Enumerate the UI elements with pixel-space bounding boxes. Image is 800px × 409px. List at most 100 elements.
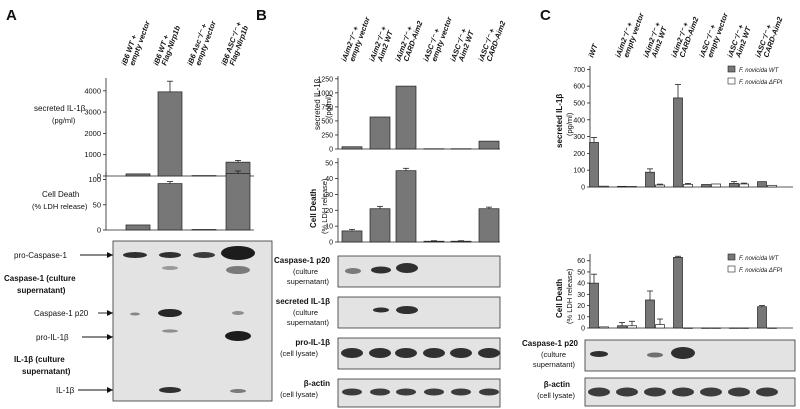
- blot-band: [193, 252, 215, 258]
- chart-b1-unit: (pg/ml): [324, 94, 333, 118]
- bar: [589, 142, 599, 188]
- chart-a1-label: secreted IL-1β: [34, 104, 86, 113]
- blot-band: [373, 307, 389, 313]
- blot-strip-c: [584, 377, 796, 407]
- blot-band: [342, 388, 362, 396]
- blot-band: [588, 387, 610, 397]
- blot-label: (culture: [293, 308, 318, 317]
- y-tick-label: 0: [97, 226, 101, 235]
- chart-b2-unit: (% LDH release): [320, 178, 329, 234]
- chart-b1-label: secreted IL-1β: [313, 78, 322, 130]
- legend: F. novicida WT F. novicida ΔFPI: [727, 253, 783, 274]
- legend-swatch: [727, 65, 736, 73]
- y-tick-label: 200: [573, 151, 585, 158]
- y-tick-label: 700: [573, 67, 585, 74]
- arrowhead: [107, 387, 113, 393]
- blot-label: (culture: [541, 350, 566, 359]
- y-tick-label: 100: [88, 175, 101, 184]
- blot-band: [159, 387, 181, 393]
- legend-label: F. novicida WT: [739, 256, 780, 262]
- blot-band: [371, 266, 391, 274]
- blot-band: [451, 388, 471, 396]
- blot-band: [158, 309, 182, 317]
- bar: [125, 224, 151, 231]
- blot-label: Caspase-1 (culture: [4, 274, 76, 283]
- blot-frame: [337, 378, 501, 408]
- blot-label: Caspase-1 p20: [34, 309, 89, 318]
- arrowhead: [107, 252, 113, 258]
- bar: [369, 116, 391, 150]
- blot-band: [396, 263, 418, 273]
- bar: [729, 182, 739, 188]
- blot-label: pro-IL-1β: [36, 333, 69, 342]
- bar: [757, 306, 767, 329]
- blot-band: [672, 387, 694, 397]
- blot-band: [341, 348, 363, 358]
- bar: [341, 146, 363, 150]
- y-tick-label: 40: [577, 281, 585, 288]
- legend-label: F. novicida ΔFPI: [739, 80, 783, 86]
- bar: [599, 326, 609, 329]
- blot-strip-b: [337, 378, 501, 408]
- y-tick-label: 750: [321, 104, 333, 111]
- blot-band: [728, 387, 750, 397]
- bar: [767, 184, 777, 188]
- blot-frame: [112, 240, 273, 402]
- blot-band: [479, 388, 499, 396]
- y-tick-label: 1250: [317, 76, 333, 83]
- y-tick-label: 400: [573, 117, 585, 124]
- y-tick-label: 50: [577, 269, 585, 276]
- lane-header: iWT: [586, 41, 600, 58]
- bar-chart: 0 10 20 30 40 50: [325, 158, 500, 247]
- y-tick-label: 1000: [84, 150, 101, 159]
- y-tick-label: 3000: [84, 108, 101, 117]
- legend-label: F. novicida ΔFPI: [739, 268, 783, 274]
- y-tick-label: 4000: [84, 86, 101, 95]
- legend-swatch: [727, 77, 736, 85]
- blot-strip-c: [584, 339, 796, 372]
- blot-band: [424, 388, 444, 396]
- bar: [157, 91, 183, 177]
- y-tick-label: 30: [577, 292, 585, 299]
- y-tick-label: 50: [325, 160, 333, 167]
- bar: [478, 140, 500, 150]
- blot-band: [162, 329, 178, 333]
- y-tick-label: 20: [325, 208, 333, 215]
- bar: [617, 325, 627, 329]
- legend: F. novicida WT F. novicida ΔFPI: [727, 65, 783, 86]
- blot-band: [370, 388, 390, 396]
- bar: [369, 208, 391, 243]
- bar: [655, 324, 665, 329]
- bar: [225, 173, 251, 231]
- blot-label: Caspase-1 p20: [274, 256, 331, 265]
- y-tick-label: 50: [93, 200, 101, 209]
- y-tick-label: 500: [573, 100, 585, 107]
- bar: [589, 282, 599, 329]
- blot-band: [159, 252, 181, 258]
- blot-band: [226, 266, 250, 274]
- blot-frame: [337, 296, 501, 329]
- bar-chart: 0 1000 2000 3000 4000: [84, 78, 254, 181]
- blot-band: [647, 352, 663, 358]
- blot-band: [671, 347, 695, 359]
- bar: [191, 229, 217, 231]
- bar: [478, 208, 500, 243]
- blot-label: supernatant): [287, 318, 330, 327]
- blot-label: (culture: [293, 267, 318, 276]
- blot-band: [590, 351, 608, 357]
- arrowhead: [107, 310, 113, 316]
- blot-label: IL-1β: [56, 386, 75, 395]
- blot-band: [644, 387, 666, 397]
- blot-frame: [337, 337, 501, 370]
- blot-band: [396, 388, 416, 396]
- blot-strip-b: [337, 337, 501, 370]
- blot-band: [345, 268, 361, 274]
- blot-band: [230, 389, 246, 393]
- bar: [673, 257, 683, 329]
- panel-letter-b: B: [256, 7, 267, 24]
- y-tick-label: 2000: [84, 129, 101, 138]
- y-tick-label: 40: [325, 176, 333, 183]
- blot-band: [123, 252, 147, 258]
- panel-letter-c: C: [540, 7, 551, 24]
